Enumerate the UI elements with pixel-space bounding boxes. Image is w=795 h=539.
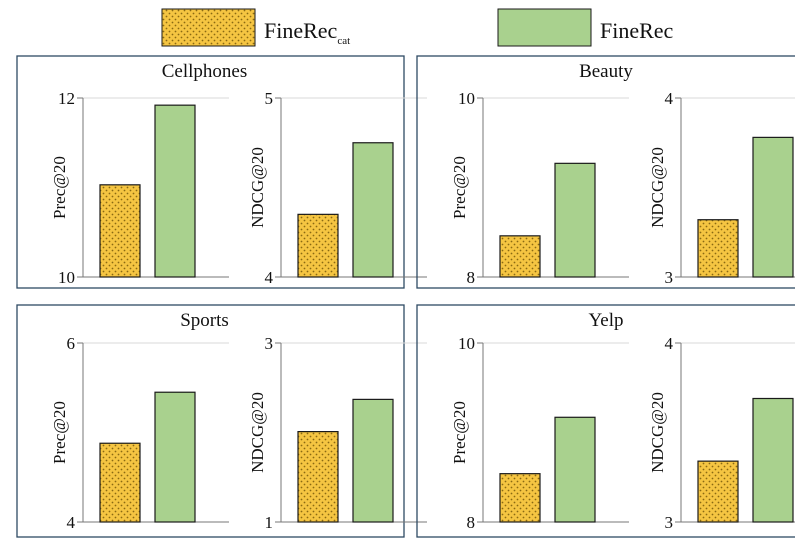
subplot-ndcg-20: 4 3 NDCG@20 (648, 334, 795, 532)
legend-swatch-finerec-cat (161, 8, 256, 47)
panel-title: Beauty (579, 61, 633, 82)
chart-panels: Cellphones 12 10 Prec@20 5 4 NDCG@20 Beauty 10 8 P… (16, 55, 795, 538)
panel-yelp: Yelp 10 8 Prec@20 4 3 NDCG@20 (416, 304, 795, 538)
subplot-prec-20: 12 10 Prec@20 (50, 89, 229, 287)
panel-cellphones: Cellphones 12 10 Prec@20 5 4 NDCG@20 (16, 55, 427, 289)
y-tick-label-bottom: 10 (58, 268, 75, 287)
bar-finerec (154, 104, 196, 278)
panel-sports: Sports 6 4 Prec@20 3 1 NDCG@20 (16, 304, 427, 538)
bar-finerec-cat (99, 184, 141, 278)
y-axis-label: NDCG@20 (248, 147, 267, 228)
y-tick-label-top: 3 (265, 334, 274, 353)
y-axis-label: Prec@20 (450, 401, 469, 464)
panel-title: Yelp (588, 310, 623, 331)
panel-title: Cellphones (162, 61, 248, 82)
bar-finerec (554, 416, 596, 523)
panel-border (16, 55, 405, 289)
y-tick-label-bottom: 3 (665, 268, 674, 287)
legend: FineReccat FineRec (161, 8, 674, 47)
bar-finerec (752, 136, 794, 278)
legend-swatch-finerec (497, 8, 592, 47)
bar-finerec (352, 142, 394, 278)
panel-border (416, 304, 795, 538)
legend-label-finerec: FineRec (600, 18, 674, 43)
bar-finerec-cat (99, 442, 141, 523)
panel-border (16, 304, 405, 538)
subplot-ndcg-20: 5 4 NDCG@20 (248, 89, 427, 287)
legend-label-finerec-cat: FineReccat (264, 18, 350, 47)
y-tick-label-bottom: 3 (665, 513, 674, 532)
bar-finerec (752, 397, 794, 523)
bar-finerec-cat (697, 460, 739, 523)
bar-finerec (352, 398, 394, 523)
y-axis-label: NDCG@20 (248, 392, 267, 473)
bar-finerec-cat (297, 213, 339, 278)
y-tick-label-top: 6 (67, 334, 76, 353)
y-tick-label-top: 4 (665, 89, 674, 108)
y-tick-label-top: 10 (458, 89, 475, 108)
y-axis-label: Prec@20 (50, 401, 69, 464)
y-axis-label: Prec@20 (450, 156, 469, 219)
y-tick-label-top: 5 (265, 89, 274, 108)
subplot-ndcg-20: 3 1 NDCG@20 (248, 334, 427, 532)
panel-title: Sports (180, 310, 229, 331)
y-tick-label-bottom: 4 (265, 268, 274, 287)
panel-beauty: Beauty 10 8 Prec@20 4 3 NDCG@20 (416, 55, 795, 289)
bar-finerec-cat (499, 235, 541, 278)
bar-finerec (554, 162, 596, 278)
y-tick-label-bottom: 1 (265, 513, 274, 532)
bar-finerec (154, 391, 196, 523)
y-tick-label-bottom: 4 (67, 513, 76, 532)
y-tick-label-top: 4 (665, 334, 674, 353)
y-tick-label-bottom: 8 (467, 513, 476, 532)
y-axis-label: Prec@20 (50, 156, 69, 219)
legend-item-finerec: FineRec (497, 8, 674, 47)
y-axis-label: NDCG@20 (648, 392, 667, 473)
bar-finerec-cat (297, 431, 339, 523)
bar-finerec-cat (499, 473, 541, 523)
y-axis-label: NDCG@20 (648, 147, 667, 228)
subplot-prec-20: 10 8 Prec@20 (450, 334, 629, 532)
panel-border (416, 55, 795, 289)
subplot-prec-20: 10 8 Prec@20 (450, 89, 629, 287)
subplot-prec-20: 6 4 Prec@20 (50, 334, 229, 532)
bar-finerec-cat (697, 219, 739, 278)
y-tick-label-top: 12 (58, 89, 75, 108)
subplot-ndcg-20: 4 3 NDCG@20 (648, 89, 795, 287)
legend-item-finerec-cat: FineReccat (161, 8, 350, 47)
y-tick-label-bottom: 8 (467, 268, 476, 287)
y-tick-label-top: 10 (458, 334, 475, 353)
